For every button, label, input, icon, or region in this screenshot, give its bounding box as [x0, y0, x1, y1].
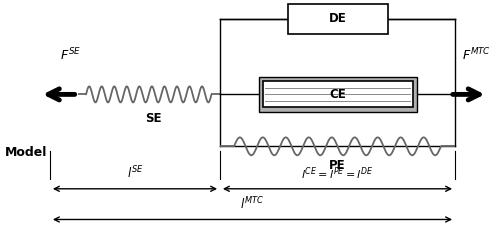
Bar	[258, 77, 416, 112]
Text: $\mathit{l}^{CE} = \mathit{l}^{PE} = \mathit{l}^{DE}$: $\mathit{l}^{CE} = \mathit{l}^{PE} = \ma…	[302, 165, 374, 182]
Text: CE: CE	[329, 88, 346, 101]
Text: PE: PE	[329, 159, 346, 172]
Text: $\mathit{l}^{MTC}$: $\mathit{l}^{MTC}$	[240, 196, 264, 212]
Text: Model: Model	[5, 146, 48, 159]
Text: SE: SE	[146, 112, 162, 125]
Text: $\mathit{l}^{SE}$: $\mathit{l}^{SE}$	[126, 165, 144, 182]
Text: DE: DE	[328, 12, 346, 25]
Text: $\mathit{F}^{SE}$: $\mathit{F}^{SE}$	[60, 47, 81, 64]
Bar	[288, 4, 388, 34]
Bar	[262, 81, 412, 107]
Text: $\mathit{F}^{MTC}$: $\mathit{F}^{MTC}$	[462, 47, 492, 64]
